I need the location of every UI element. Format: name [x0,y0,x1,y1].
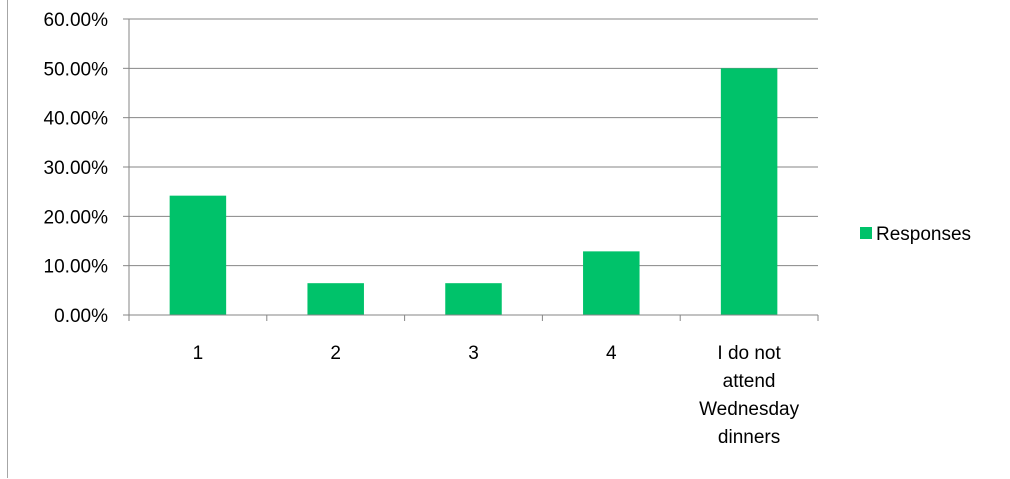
bar [583,251,640,315]
gridlines [129,18,818,267]
x-category-label-line: 2 [330,343,341,364]
x-category-label-line: dinners [718,427,780,448]
x-axis-category-labels: 1 2 3 4 I do not attend Wednesday dinners [193,343,800,448]
bar [445,283,502,315]
x-category-label-line: 4 [606,343,617,364]
x-category-label-line: 1 [193,343,204,364]
bar [169,195,227,315]
y-tick-label: 0.00% [54,306,108,327]
x-category-label: 3 [468,343,479,364]
x-category-label: 4 [606,343,617,364]
y-tick-label: 60.00% [44,10,109,31]
bar [720,68,778,315]
legend: Responses [860,224,971,245]
x-category-label: I do not attend Wednesday dinners [699,343,799,448]
y-tick-label: 40.00% [44,109,109,130]
y-tick-label: 10.00% [44,257,109,278]
chart-frame [7,0,1010,478]
y-tick-label: 50.00% [44,59,109,80]
x-category-label-line: 3 [468,343,479,364]
y-axis-tick-labels: 0.00% 10.00% 20.00% 30.00% 40.00% 50.00% 60.00… [44,10,109,327]
x-category-label: 1 [193,343,204,364]
x-category-label-line: attend [723,371,776,392]
bars [169,68,778,315]
x-category-label-line: I do not [717,343,781,364]
x-category-label-line: Wednesday [699,399,799,420]
y-tick-label: 20.00% [44,207,109,228]
axes [123,18,819,321]
bar [307,283,364,315]
x-category-label: 2 [330,343,341,364]
legend-label: Responses [876,224,971,245]
y-tick-label: 30.00% [44,158,109,179]
legend-swatch [860,227,872,239]
